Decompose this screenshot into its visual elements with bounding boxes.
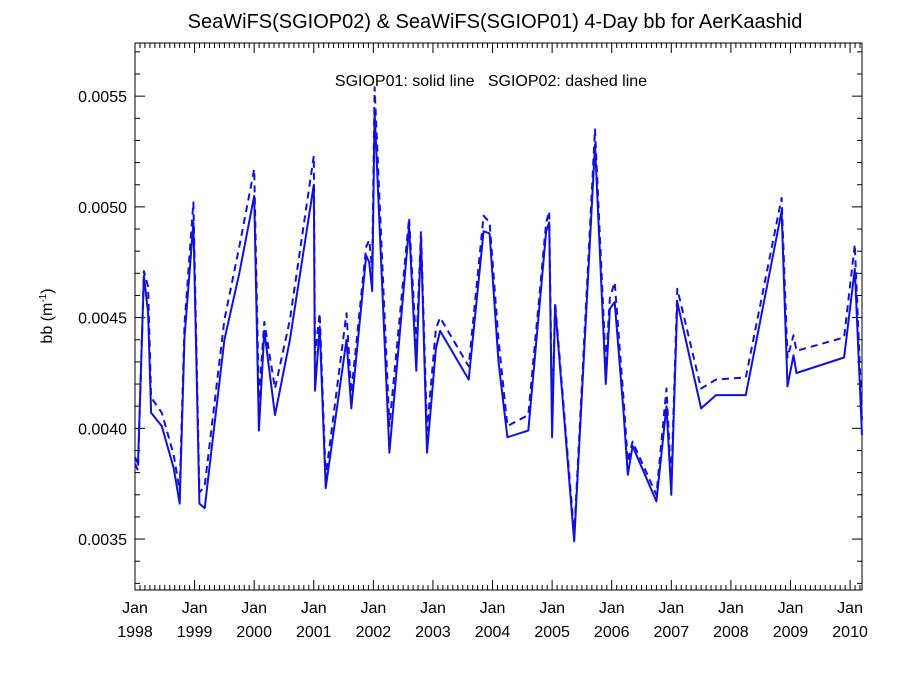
y-axis-label-main: bb (m: [39, 303, 56, 344]
y-tick-label: 0.0045: [78, 311, 127, 328]
x-tick-year-label: 1998: [117, 624, 153, 641]
x-tick-month-label: Jan: [599, 600, 625, 617]
y-tick-label: 0.0040: [78, 421, 127, 438]
x-tick-month-label: Jan: [301, 600, 327, 617]
x-tick-month-label: Jan: [658, 600, 684, 617]
plot-frame: [134, 42, 863, 591]
x-tick-month-label: Jan: [241, 600, 267, 617]
x-tick-year-label: 2000: [236, 624, 272, 641]
x-tick-month-label: Jan: [778, 600, 804, 617]
y-tick-label: 0.0050: [78, 200, 127, 217]
x-tick-month-label: Jan: [182, 600, 208, 617]
x-tick-year-label: 1999: [177, 624, 213, 641]
x-tick-year-label: 2010: [832, 624, 868, 641]
x-tick-year-label: 2009: [773, 624, 809, 641]
y-axis-label: bb (m-1): [38, 288, 56, 343]
x-tick-month-label: Jan: [539, 600, 565, 617]
x-tick-month-label: Jan: [480, 600, 506, 617]
y-axis-label-close: ): [39, 288, 56, 293]
x-tick-year-label: 2005: [534, 624, 570, 641]
chart-title: SeaWiFS(SGIOP02) & SeaWiFS(SGIOP01) 4-Da…: [188, 11, 803, 33]
x-tick-year-label: 2007: [654, 624, 690, 641]
series-lines: [134, 86, 863, 543]
x-tick-year-label: 2006: [594, 624, 630, 641]
series-line-solid: [134, 110, 863, 543]
x-tick-year-label: 2002: [356, 624, 392, 641]
x-tick-month-label: Jan: [360, 600, 386, 617]
series-line-dashed: [134, 86, 863, 536]
line-style-legend: SGIOP01: solid line SGIOP02: dashed line: [335, 73, 647, 90]
y-axis-label-exponent: -1: [38, 293, 49, 302]
x-tick-month-label: Jan: [420, 600, 446, 617]
x-tick-year-label: 2003: [415, 624, 451, 641]
x-tick-month-label: Jan: [718, 600, 744, 617]
x-tick-month-label: Jan: [837, 600, 863, 617]
y-axis-ticks: 0.0035 0.0040 0.0045 0.0050 0.0055: [78, 51, 862, 584]
x-tick-year-label: 2004: [475, 624, 511, 641]
y-tick-label: 0.0035: [78, 532, 127, 549]
x-tick-month-label: Jan: [122, 600, 148, 617]
x-tick-year-label: 2008: [713, 624, 749, 641]
x-axis-ticks: Jan 1998 Jan 1999 Jan 2000 Jan 2001 Jan 2002 Jan 20…: [117, 43, 868, 641]
y-tick-label: 0.0055: [78, 89, 127, 106]
x-tick-year-label: 2001: [296, 624, 332, 641]
